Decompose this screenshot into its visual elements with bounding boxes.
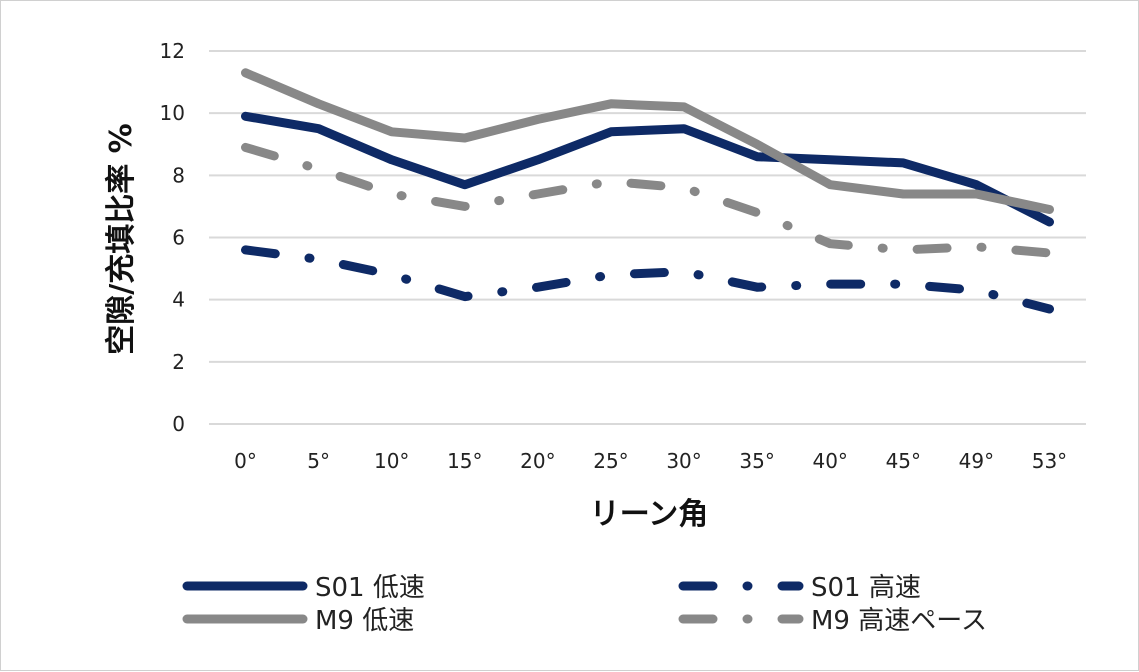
legend-label: S01 低速 <box>315 573 425 603</box>
x-tick-label: 30° <box>666 449 701 473</box>
y-axis-title: 空隙/充填比率 % <box>104 123 139 354</box>
x-tick-label: 10° <box>374 449 409 473</box>
legend-label: M9 高速ペース <box>811 606 987 636</box>
series-line-2 <box>241 68 1054 214</box>
legend-label: S01 高速 <box>811 573 921 603</box>
series-line-0 <box>241 111 1054 227</box>
y-tick-label: 6 <box>172 226 185 250</box>
y-tick-label: 2 <box>172 350 185 374</box>
x-tick-label: 0° <box>234 449 257 473</box>
x-tick-label: 5° <box>307 449 330 473</box>
x-axis-title: リーン角 <box>590 497 709 532</box>
x-tick-label: 25° <box>593 449 628 473</box>
x-tick-label: 49° <box>959 449 994 473</box>
x-tick-label: 15° <box>447 449 482 473</box>
x-tick-label: 45° <box>886 449 921 473</box>
x-tick-label: 20° <box>520 449 555 473</box>
x-tick-label: 35° <box>739 449 774 473</box>
y-tick-label: 8 <box>172 163 185 187</box>
series-line-3 <box>241 142 1054 258</box>
series-line-1 <box>241 245 1054 314</box>
y-tick-label: 10 <box>160 101 185 125</box>
legend: S01 低速 S01 高速 M9 低速 M9 高速ペース <box>182 573 987 636</box>
y-tick-labels: 0 2 4 6 8 10 12 <box>160 39 185 436</box>
y-tick-label: 4 <box>172 288 185 312</box>
series-lines <box>241 68 1054 314</box>
x-tick-label: 53° <box>1032 449 1067 473</box>
x-tick-label: 40° <box>812 449 847 473</box>
y-tick-label: 0 <box>172 412 185 436</box>
x-tick-labels: 0° 5° 10° 15° 20° 25° 30° 35° 40° 45° 49° 53° <box>234 449 1067 473</box>
y-tick-label: 12 <box>160 39 185 63</box>
legend-label: M9 低速 <box>315 606 414 636</box>
